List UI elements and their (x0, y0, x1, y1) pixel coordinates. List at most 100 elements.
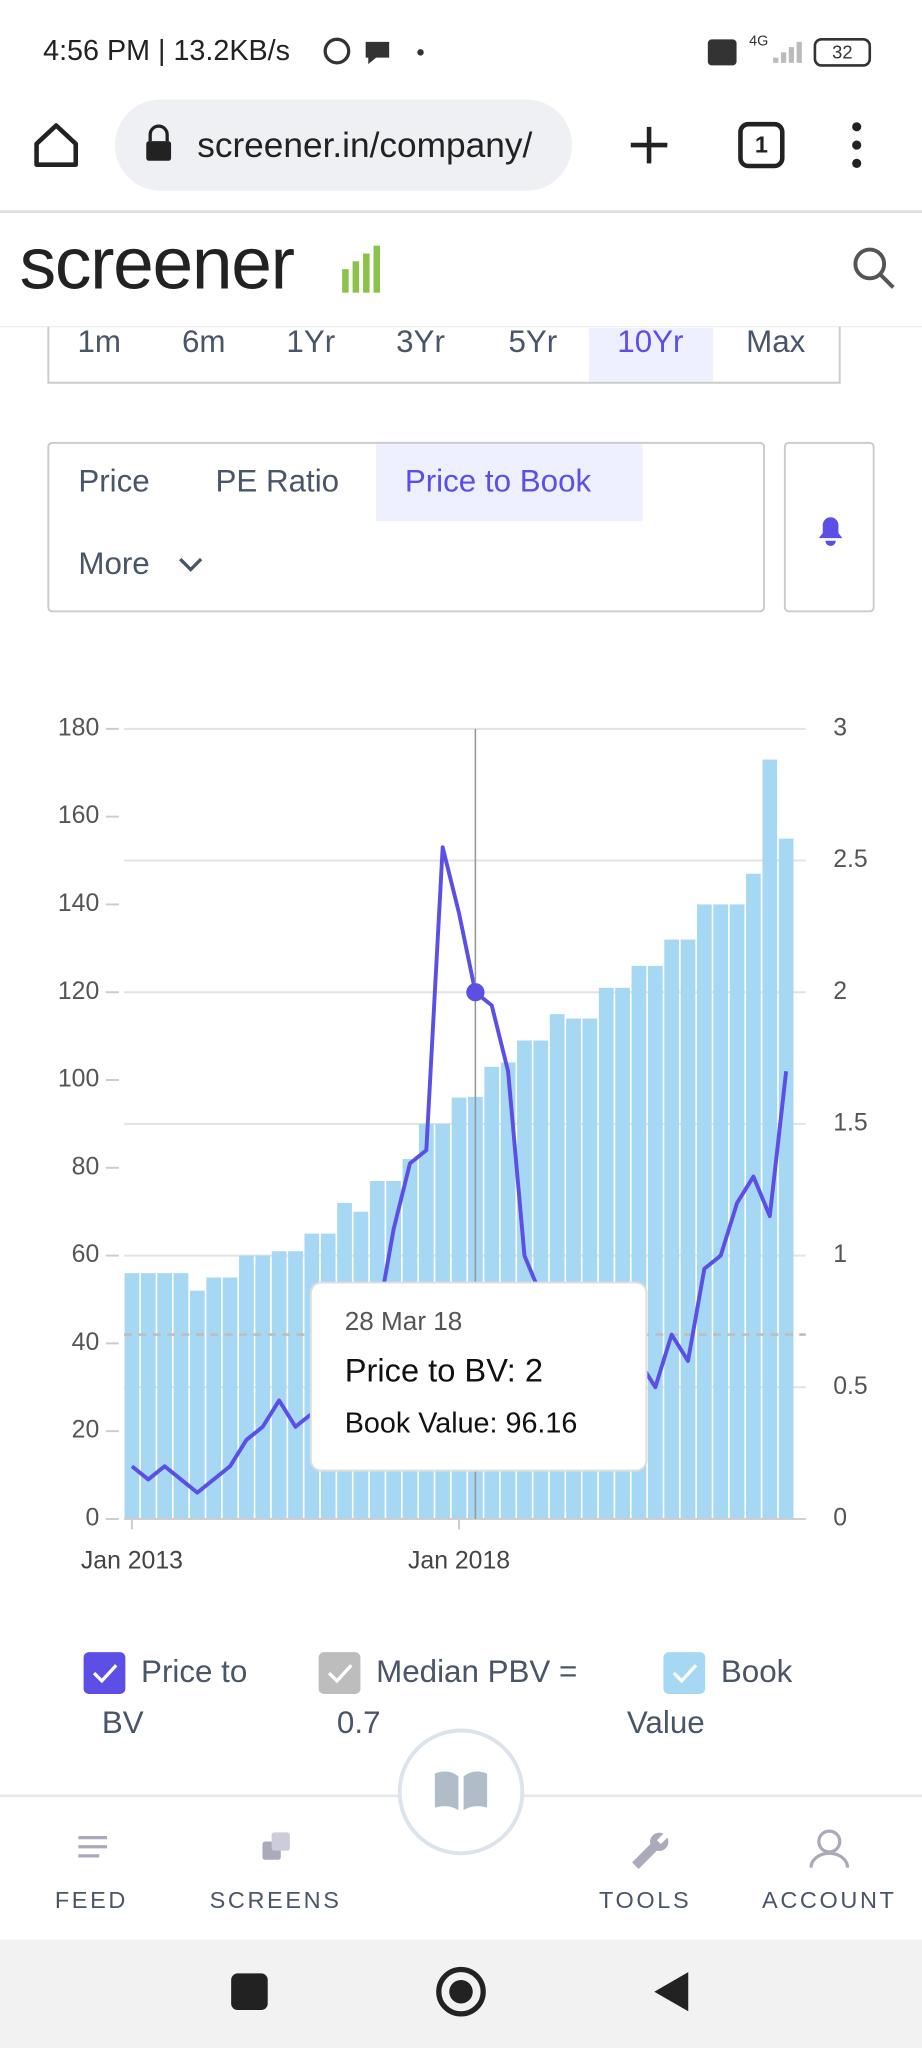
book-value-bar (762, 759, 778, 1519)
tooltip-date: 28 Mar 18 (345, 1306, 463, 1336)
y-tick-label: 40 (72, 1329, 100, 1356)
legend-text: Book Value (626, 1654, 793, 1741)
y-tick-label: 100 (58, 1066, 99, 1093)
status-time: 4:56 PM | 13.2KB/s (43, 35, 290, 67)
y2-tick-label: 3 (833, 714, 847, 741)
volte-icon (707, 39, 737, 66)
legend-checkbox[interactable] (83, 1652, 126, 1694)
tabs-button[interactable] (738, 121, 785, 169)
book-value-bar (271, 1251, 287, 1519)
y2-tick-label: 2 (833, 978, 847, 1005)
dot (417, 49, 424, 56)
url-text: screener.in/company/ (197, 126, 532, 165)
book-value-bar (778, 838, 794, 1519)
y-tick-label: 0 (85, 1505, 99, 1532)
tab-count: 1 (755, 132, 768, 158)
legend-label: Price to BV (102, 1655, 247, 1741)
book-value-bar (746, 873, 761, 1519)
feed-icon (78, 1835, 108, 1858)
book-value-bar (222, 1277, 238, 1519)
lock-shackle (148, 124, 169, 142)
lock-icon (146, 141, 172, 161)
legend-text: Median PBV = 0.7 (336, 1654, 578, 1741)
search-button[interactable] (853, 247, 887, 281)
whatsapp-icon (323, 37, 351, 65)
book-value-bar (680, 939, 696, 1519)
period-box (47, 326, 841, 384)
book-value-bar (664, 939, 680, 1519)
period-button[interactable]: 5Yr (508, 324, 557, 359)
period-selected-bg (588, 327, 714, 382)
y-tick-label: 80 (72, 1153, 100, 1180)
hover-dot (466, 983, 485, 1002)
home-system-button[interactable] (436, 1966, 486, 2017)
period-button[interactable]: 10Yr (617, 324, 683, 359)
book-value-bar (206, 1277, 222, 1519)
book-value-bar (189, 1290, 205, 1519)
url-bar[interactable] (114, 99, 573, 191)
y-tick-label: 60 (72, 1241, 100, 1268)
tooltip (309, 1281, 648, 1472)
book-icon (434, 1771, 488, 1811)
tab-selected-bg (376, 444, 643, 522)
url-fade (572, 99, 586, 191)
tooltip-bv: Book Value: 96.16 (345, 1408, 578, 1440)
book-value-bar (697, 904, 712, 1519)
y2-tick-label: 1 (833, 1241, 847, 1268)
chart-tab[interactable]: Price (78, 464, 149, 499)
legend-checkbox[interactable] (318, 1652, 361, 1694)
period-button[interactable]: 1m (77, 324, 121, 359)
y-tick-label: 160 (58, 802, 99, 829)
book-value-bar (239, 1255, 254, 1519)
logo-bars (342, 245, 381, 293)
signal-icon (773, 41, 802, 63)
battery-icon (813, 38, 872, 67)
book-value-bar (288, 1251, 303, 1519)
y-tick-label: 20 (72, 1417, 100, 1444)
menu-button[interactable] (852, 122, 862, 168)
nav-item[interactable]: TOOLS (599, 1887, 691, 1913)
nav-item[interactable]: FEED (55, 1887, 128, 1913)
book-value-bar (713, 904, 729, 1519)
book-value-bar (157, 1273, 172, 1519)
recents-button[interactable] (231, 1973, 268, 2010)
period-button[interactable]: 3Yr (396, 324, 445, 359)
alert-button[interactable] (783, 441, 875, 613)
book-value-bar (647, 965, 663, 1519)
new-tab-button[interactable] (630, 126, 668, 164)
book-value-bar (255, 1255, 271, 1519)
y2-tick-label: 1.5 (833, 1109, 867, 1136)
legend-checkbox[interactable] (663, 1652, 706, 1694)
period-button[interactable]: Max (746, 324, 806, 359)
chart-tab[interactable]: PE Ratio (215, 464, 339, 499)
logo[interactable]: screener (20, 223, 296, 304)
chart-tab-box (47, 441, 765, 613)
network-label: 4G (749, 34, 768, 50)
bell-icon (818, 517, 843, 547)
legend-label: Median PBV = 0.7 (336, 1654, 578, 1741)
chart-tab[interactable]: Price to Book (405, 464, 592, 499)
check-mark (92, 1664, 118, 1684)
x-tick-label: Jan 2018 (408, 1548, 510, 1575)
tools-icon (632, 1832, 669, 1869)
y2-tick-label: 0 (833, 1505, 847, 1532)
y-tick-label: 120 (58, 978, 99, 1005)
message-icon (365, 41, 390, 65)
book-button[interactable] (397, 1728, 525, 1856)
back-button[interactable] (654, 1972, 689, 2012)
home-button[interactable] (34, 123, 79, 167)
period-button[interactable]: 6m (182, 324, 226, 359)
nav-item[interactable]: ACCOUNT (762, 1887, 896, 1913)
y-tick-label: 180 (58, 714, 99, 741)
book-value-bar (124, 1273, 140, 1519)
battery-level: 32 (832, 42, 852, 63)
pbv-line (130, 845, 789, 1495)
check-mark (327, 1664, 353, 1684)
nav-item[interactable]: SCREENS (210, 1887, 342, 1913)
y-tick-label: 140 (58, 890, 99, 917)
period-button[interactable]: 1Yr (286, 324, 335, 359)
legend-label: Book Value (626, 1654, 793, 1741)
more-button[interactable]: More (78, 546, 149, 581)
